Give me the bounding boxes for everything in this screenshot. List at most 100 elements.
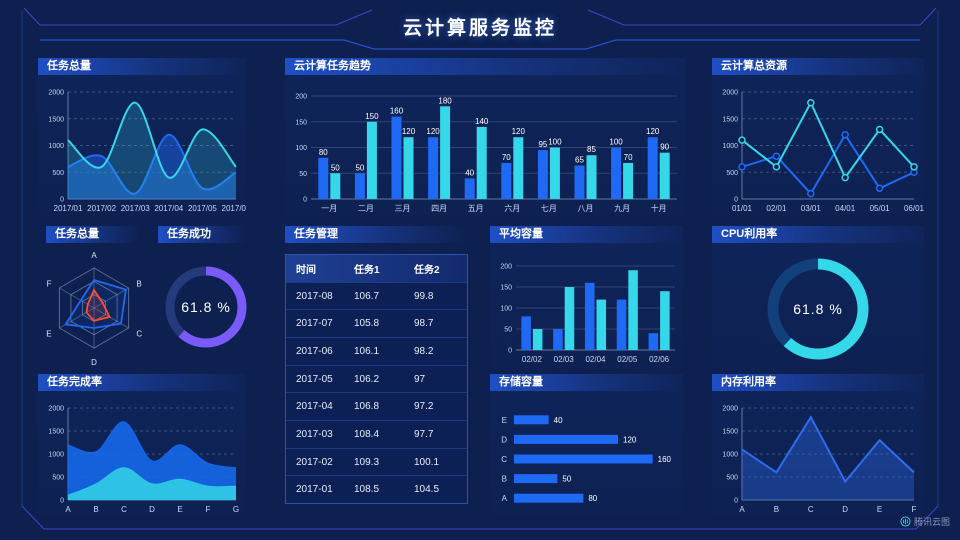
svg-text:A: A (91, 251, 97, 260)
table-cell: 2017-07 (296, 318, 333, 330)
svg-text:95: 95 (538, 140, 547, 149)
svg-text:0: 0 (303, 197, 307, 204)
svg-text:E: E (177, 505, 182, 514)
table-cell: 2017-04 (296, 401, 333, 413)
table-row: 2017-07 105.8 98.7 (286, 309, 467, 337)
svg-text:04/01: 04/01 (835, 204, 856, 213)
svg-text:2000: 2000 (722, 90, 738, 97)
svg-text:150: 150 (295, 119, 307, 126)
panel-avg-capacity: 平均容量 0 50 100 150 200 02/02 02/03 02/04 02/05 02/… (490, 226, 683, 368)
svg-text:1000: 1000 (722, 143, 738, 150)
svg-text:九月: 九月 (614, 204, 630, 213)
svg-text:90: 90 (660, 143, 669, 152)
panel-title: CPU利用率 (712, 226, 924, 243)
task-total-line-chart: 0 500 1000 1500 2000 2017/01 2017/02 2017/03 201… (48, 90, 246, 214)
svg-text:70: 70 (624, 153, 633, 162)
table-header-cell: 任务1 (354, 264, 380, 276)
svg-text:1500: 1500 (48, 429, 64, 436)
table-cell: 98.7 (414, 318, 434, 330)
svg-text:120: 120 (646, 127, 660, 136)
svg-text:150: 150 (365, 112, 379, 121)
svg-text:C: C (501, 455, 507, 464)
svg-text:05/01: 05/01 (870, 204, 891, 213)
svg-text:150: 150 (500, 285, 512, 292)
svg-text:2017/04: 2017/04 (154, 204, 183, 213)
svg-text:01/01: 01/01 (732, 204, 753, 213)
svg-text:F: F (47, 280, 52, 289)
table-cell: 106.8 (354, 401, 380, 413)
svg-text:B: B (136, 280, 141, 289)
svg-text:50: 50 (355, 163, 364, 172)
panel-title: 平均容量 (490, 226, 683, 243)
svg-text:160: 160 (390, 107, 404, 116)
table-cell: 106.1 (354, 345, 380, 357)
panel-title: 存储容量 (490, 374, 683, 391)
svg-text:0: 0 (508, 348, 512, 355)
svg-text:02/02: 02/02 (522, 355, 543, 364)
svg-text:100: 100 (295, 145, 307, 152)
table-cell: 108.4 (354, 428, 380, 440)
svg-text:1500: 1500 (48, 116, 64, 123)
table-row: 2017-01 108.5 104.5 (286, 475, 467, 503)
svg-text:A: A (65, 505, 71, 514)
svg-text:100: 100 (548, 138, 562, 147)
table-cell: 97.7 (414, 428, 434, 440)
svg-text:65: 65 (575, 156, 584, 165)
svg-text:1000: 1000 (48, 452, 64, 459)
svg-text:02/04: 02/04 (585, 355, 606, 364)
table-header-cell: 时间 (296, 264, 316, 276)
svg-text:0: 0 (734, 197, 738, 204)
page-title: 云计算服务监控 (402, 18, 557, 39)
svg-text:一月: 一月 (321, 204, 337, 213)
svg-text:F: F (206, 505, 211, 514)
svg-text:D: D (149, 505, 155, 514)
svg-text:50: 50 (299, 171, 307, 178)
svg-text:2017/03: 2017/03 (121, 204, 150, 213)
svg-text:03/01: 03/01 (801, 204, 822, 213)
table-cell: 104.5 (414, 484, 440, 496)
svg-text:A: A (502, 494, 508, 503)
svg-text:D: D (91, 358, 97, 366)
svg-text:D: D (501, 435, 507, 444)
svg-text:85: 85 (587, 145, 596, 154)
svg-text:六月: 六月 (504, 203, 520, 213)
task-success-donut: 61.8 % (165, 266, 247, 348)
avg-capacity-chart: 0 50 100 150 200 02/02 02/03 02/04 02/05 02/06 (500, 264, 675, 364)
table-cell: 109.3 (354, 456, 380, 468)
watermark: 腾讯云图 (900, 515, 950, 528)
table-cell: 98.2 (414, 345, 434, 357)
svg-text:160: 160 (658, 455, 672, 464)
cloud-task-trend-chart: 050100150200一月8050二月50150三月160120四月12018… (295, 94, 677, 213)
svg-text:80: 80 (319, 148, 328, 157)
table-row: 2017-04 106.8 97.2 (286, 392, 467, 420)
table-row: 2017-03 108.4 97.7 (286, 420, 467, 448)
svg-text:E: E (502, 416, 507, 425)
memory-chart: 0 500 1000 1500 2000 A B C D E F (722, 406, 916, 515)
table-cell: 2017-03 (296, 428, 333, 440)
panel-title-success: 任务成功 (158, 226, 246, 243)
svg-text:500: 500 (726, 170, 738, 177)
svg-text:02/03: 02/03 (554, 355, 575, 364)
panel-radar-donut: 任务总量 任务成功 A B C D E F 61.8 % (38, 226, 247, 368)
table-row: 2017-05 106.2 97 (286, 364, 467, 393)
table-cell: 2017-02 (296, 456, 333, 468)
svg-text:C: C (136, 330, 142, 339)
svg-text:120: 120 (402, 127, 416, 136)
svg-text:70: 70 (502, 153, 511, 162)
svg-text:500: 500 (52, 475, 64, 482)
svg-text:2017/06: 2017/06 (222, 204, 246, 213)
panel-title: 任务管理 (285, 226, 468, 243)
panel-task-table: 任务管理 时间 任务1 任务2 2017-08 106.7 99.8 2017-07 105.… (285, 226, 468, 510)
svg-text:120: 120 (623, 435, 637, 444)
svg-text:四月: 四月 (431, 204, 447, 213)
svg-text:E: E (46, 330, 51, 339)
svg-text:40: 40 (465, 168, 474, 177)
panel-memory: 内存利用率 0 500 1000 1500 2000 A B C D E F (712, 374, 924, 516)
svg-text:100: 100 (609, 138, 623, 147)
svg-text:02/06: 02/06 (649, 355, 670, 364)
table-cell: 97.2 (414, 401, 434, 413)
svg-text:二月: 二月 (358, 204, 374, 213)
table-cell: 2017-06 (296, 345, 333, 357)
svg-text:61.8 %: 61.8 % (793, 301, 843, 317)
svg-text:80: 80 (588, 494, 597, 503)
